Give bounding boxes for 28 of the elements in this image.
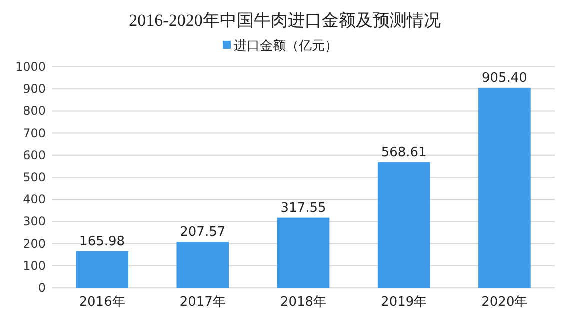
x-tick-label: 2018年 (280, 295, 327, 310)
data-label: 165.98 (80, 234, 126, 250)
chart-title: 2016-2020年中国牛肉进口金额及预测情况 (129, 11, 441, 30)
y-tick-label: 100 (23, 258, 46, 273)
legend-label: 进口金额（亿元） (234, 39, 338, 54)
bar (378, 162, 430, 288)
x-tick-label: 2016年 (79, 295, 126, 310)
y-tick-label: 200 (23, 236, 46, 251)
data-label: 568.61 (381, 145, 427, 160)
y-tick-label: 1000 (15, 60, 46, 74)
y-tick-label: 900 (23, 82, 46, 96)
data-label: 317.55 (280, 200, 326, 216)
bar (478, 88, 531, 288)
bar (76, 251, 128, 288)
data-label: 207.57 (180, 225, 226, 240)
y-tick-label: 0 (38, 281, 46, 295)
x-tick-label: 2019年 (381, 295, 428, 310)
x-tick-label: 2017年 (180, 295, 226, 310)
x-tick-label: 2020年 (482, 295, 528, 310)
bar (277, 218, 330, 288)
y-tick-label: 700 (23, 126, 46, 140)
bar (176, 242, 230, 288)
y-tick-label: 300 (23, 214, 46, 229)
data-label: 905.40 (482, 70, 528, 86)
y-tick-label: 800 (23, 104, 46, 118)
y-tick-label: 500 (23, 170, 46, 184)
y-tick-label: 600 (23, 148, 46, 162)
y-tick-label: 400 (23, 192, 46, 207)
